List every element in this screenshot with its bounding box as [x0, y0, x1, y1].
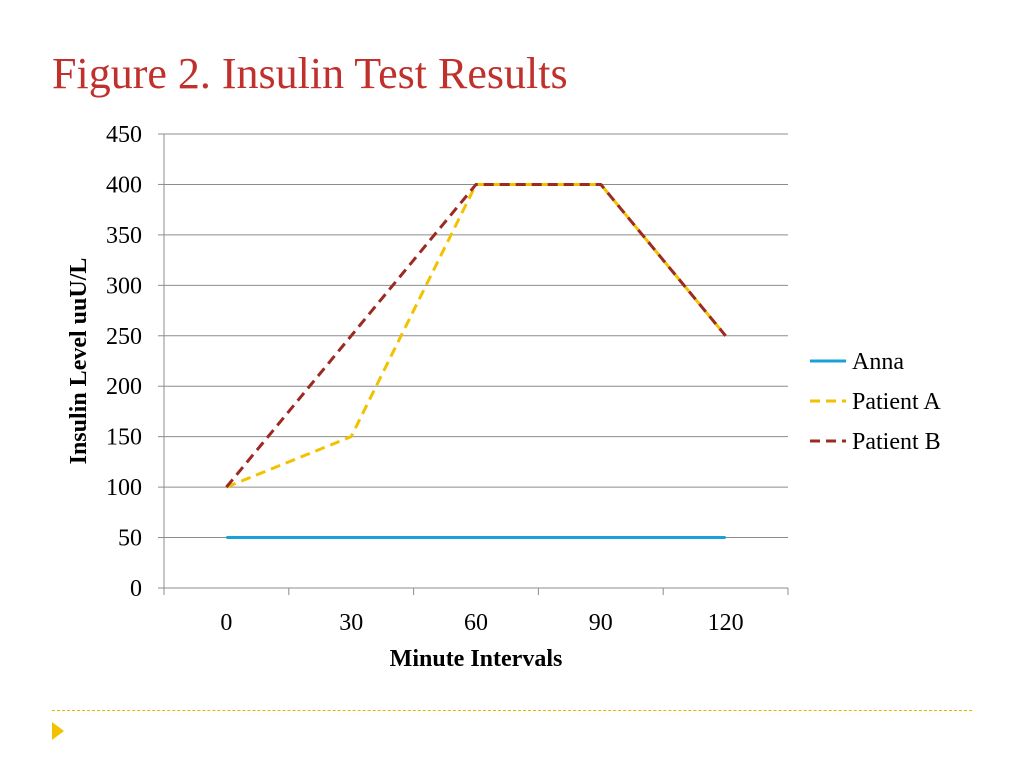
legend-label: Patient B: [852, 429, 941, 455]
legend: Anna Patient A Patient B: [810, 349, 941, 455]
x-tick-label: 90: [589, 610, 613, 636]
y-tick-label: 150: [106, 425, 142, 451]
gridlines: [164, 133, 788, 539]
y-axis-title: Insulin Level uuU/L: [66, 258, 92, 465]
x-tick-label: 120: [708, 610, 744, 636]
play-arrow-icon: [52, 722, 64, 740]
x-tick-label: 0: [220, 610, 232, 636]
y-tick-label: 50: [118, 526, 142, 552]
y-tick-label: 400: [106, 172, 142, 198]
line-chart: 0 50 100 150 200 250 300 350 400 450 0 30 60 90 120 An…: [66, 122, 941, 672]
y-tick-label: 300: [106, 273, 142, 299]
y-tick-label: 100: [106, 475, 142, 501]
x-tick-label: 60: [464, 610, 488, 636]
series-line-patient-b: [225, 182, 727, 489]
y-tick-label: 0: [130, 576, 142, 602]
y-tick-label: 350: [106, 223, 142, 249]
legend-label: Patient A: [852, 389, 941, 415]
x-tick-label: 30: [339, 610, 363, 636]
footer-divider: [52, 710, 972, 711]
axes: 0 50 100 150 200 250 300 350 400 450 0 30 60 90 120: [106, 122, 789, 636]
legend-label: Anna: [852, 349, 904, 375]
series-lines: [225, 182, 727, 540]
x-axis-title: Minute Intervals: [390, 646, 563, 672]
slide-title: Figure 2. Insulin Test Results: [52, 49, 568, 98]
y-tick-label: 450: [106, 122, 142, 148]
y-tick-label: 250: [106, 324, 142, 350]
y-tick-label: 200: [106, 374, 142, 400]
